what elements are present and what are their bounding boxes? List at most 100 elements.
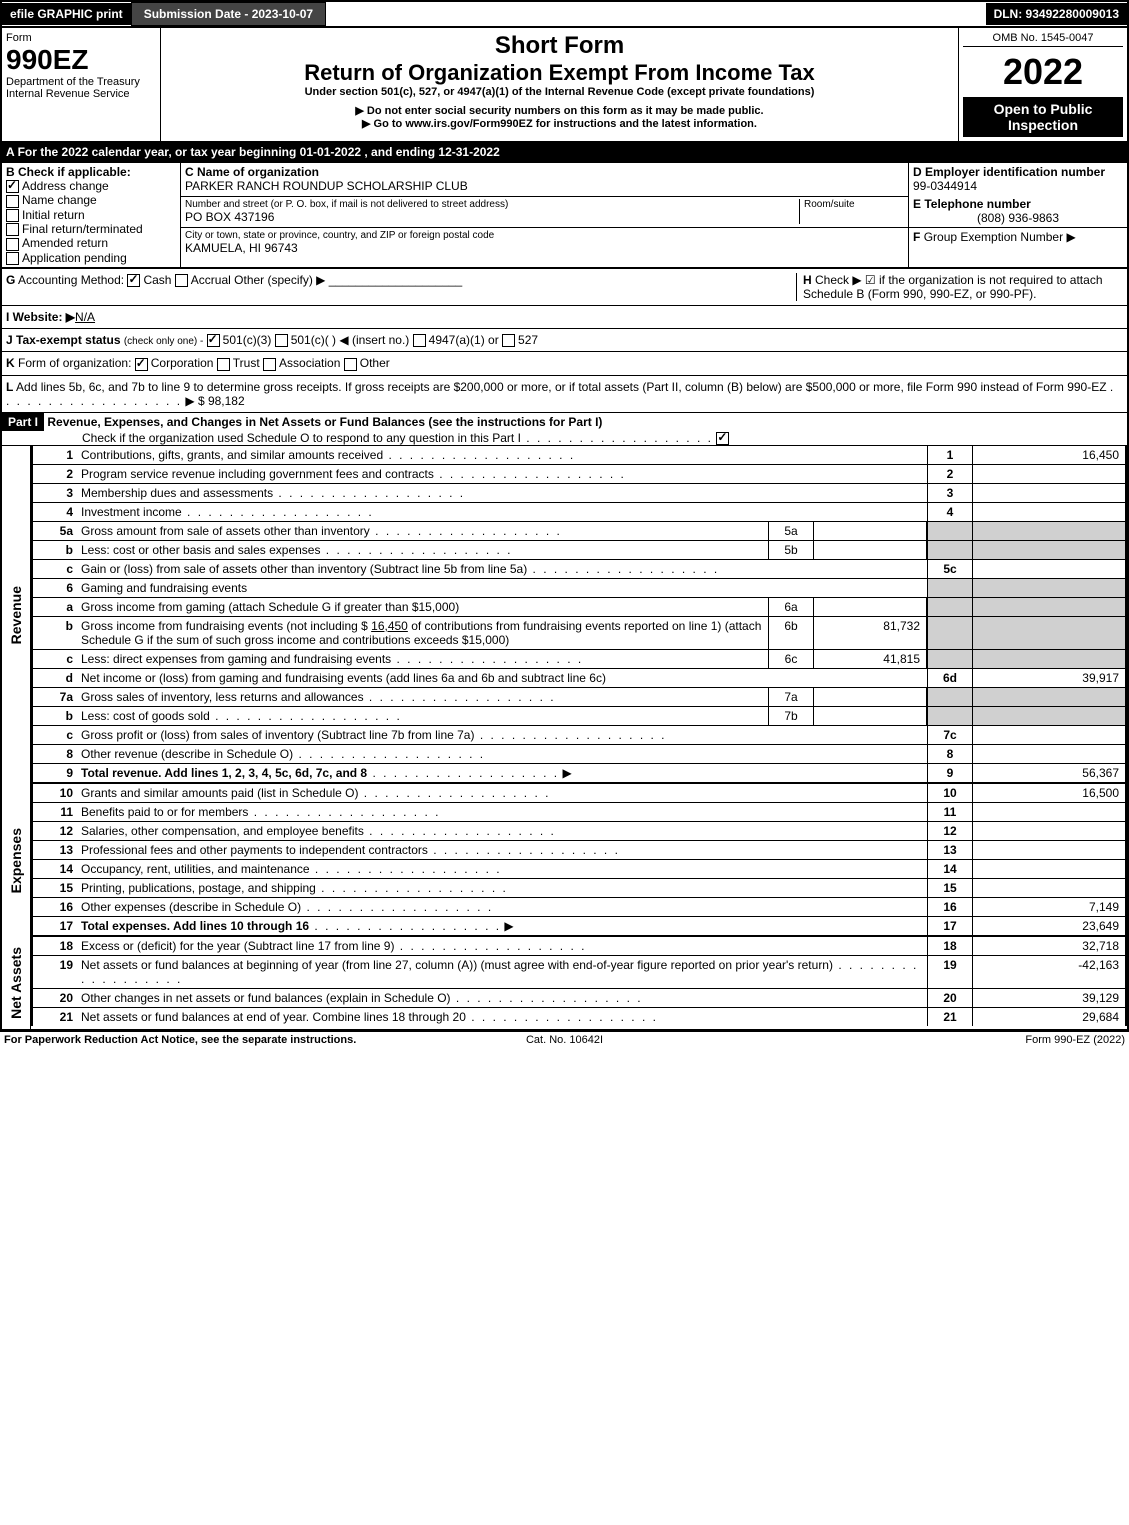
j-insert: ◀ (insert no.) (339, 333, 409, 347)
page-footer: For Paperwork Reduction Act Notice, see … (0, 1031, 1129, 1048)
k-other: Other (360, 356, 390, 370)
line-6c-desc: Less: direct expenses from gaming and fu… (81, 652, 391, 666)
check-4947[interactable] (413, 334, 426, 347)
form-label: Form (6, 32, 156, 44)
check-address-change[interactable] (6, 180, 19, 193)
line-4-val (972, 503, 1125, 521)
j-c: 501(c)( ) (291, 333, 336, 347)
line-5c-val (972, 560, 1125, 578)
k-label: Form of organization: (18, 356, 131, 370)
inspection-badge: Open to Public Inspection (963, 97, 1123, 137)
line-a: A For the 2022 calendar year, or tax yea… (0, 143, 1129, 161)
line-8-val (972, 745, 1125, 763)
line-10-desc: Grants and similar amounts paid (list in… (81, 786, 358, 800)
check-corporation[interactable] (135, 358, 148, 371)
e-label: Telephone number (924, 197, 1030, 211)
check-final-return[interactable] (6, 223, 19, 236)
line-7c-val (972, 726, 1125, 744)
check-association[interactable] (263, 358, 276, 371)
submission-date: Submission Date - 2023-10-07 (131, 2, 326, 26)
line-14-val (972, 860, 1125, 878)
i-label: Website: ▶ (13, 310, 75, 324)
line-16-desc: Other expenses (describe in Schedule O) (81, 900, 301, 914)
line-3-val (972, 484, 1125, 502)
line-20-val: 39,129 (972, 989, 1125, 1007)
goto-note: ▶ Go to www.irs.gov/Form990EZ for instru… (165, 117, 954, 130)
part1-heading: Revenue, Expenses, and Changes in Net As… (47, 415, 602, 429)
check-cash[interactable] (127, 274, 140, 287)
check-527[interactable] (502, 334, 515, 347)
line-10-val: 16,500 (972, 784, 1125, 802)
check-accrual[interactable] (175, 274, 188, 287)
line-8-desc: Other revenue (describe in Schedule O) (81, 747, 293, 761)
line-18-val: 32,718 (972, 937, 1125, 955)
line-21-desc: Net assets or fund balances at end of ye… (81, 1010, 466, 1024)
b-item-4: Amended return (22, 236, 108, 250)
dept-label: Department of the Treasury (6, 76, 156, 88)
addr-label: Number and street (or P. O. box, if mail… (185, 199, 799, 210)
check-name-change[interactable] (6, 195, 19, 208)
line-20-desc: Other changes in net assets or fund bala… (81, 991, 451, 1005)
line-15-val (972, 879, 1125, 897)
netassets-vlabel: Net Assets (6, 937, 26, 1029)
line-2-desc: Program service revenue including govern… (81, 467, 434, 481)
k-trust: Trust (233, 356, 260, 370)
expenses-vlabel: Expenses (6, 818, 26, 903)
check-application-pending[interactable] (6, 252, 19, 265)
line-6c-subval: 41,815 (814, 650, 927, 668)
top-bar: efile GRAPHIC print Submission Date - 20… (0, 0, 1129, 28)
line-9-desc: Total revenue. Add lines 1, 2, 3, 4, 5c,… (81, 766, 367, 780)
part1-check-text: Check if the organization used Schedule … (82, 431, 521, 445)
line-i: I Website: ▶N/A (0, 306, 1129, 329)
line-3-desc: Membership dues and assessments (81, 486, 273, 500)
footer-left: For Paperwork Reduction Act Notice, see … (4, 1034, 378, 1046)
k-corp: Corporation (151, 356, 214, 370)
return-title: Return of Organization Exempt From Incom… (165, 60, 954, 86)
efile-label[interactable]: efile GRAPHIC print (2, 3, 131, 25)
d-label: Employer identification number (925, 165, 1105, 179)
donot-note: ▶ Do not enter social security numbers o… (165, 104, 954, 117)
line-1-desc: Contributions, gifts, grants, and simila… (81, 448, 383, 462)
line-11-val (972, 803, 1125, 821)
line-18-desc: Excess or (deficit) for the year (Subtra… (81, 939, 394, 953)
line-7c-desc: Gross profit or (loss) from sales of inv… (81, 728, 474, 742)
line-5b-subval (814, 541, 927, 559)
org-city: KAMUELA, HI 96743 (185, 241, 904, 255)
line-12-desc: Salaries, other compensation, and employ… (81, 824, 364, 838)
f-arrow: ▶ (1066, 230, 1075, 244)
j-label: Tax-exempt status (16, 333, 120, 347)
ein-value: 99-0344914 (913, 179, 1123, 193)
check-schedule-o[interactable] (716, 432, 729, 445)
g-label: Accounting Method: (18, 273, 124, 287)
line-a-text: For the 2022 calendar year, or tax year … (18, 145, 500, 159)
omb-number: OMB No. 1545-0047 (963, 32, 1123, 47)
line-7a-subval (814, 688, 927, 706)
check-trust[interactable] (217, 358, 230, 371)
c-name-label: Name of organization (197, 165, 319, 179)
line-j: J Tax-exempt status (check only one) - 5… (0, 329, 1129, 352)
check-501c3[interactable] (207, 334, 220, 347)
j-c3: 501(c)(3) (223, 333, 272, 347)
line-5a-subval (814, 522, 927, 540)
form-header: Form 990EZ Department of the Treasury In… (0, 28, 1129, 143)
revenue-section: Revenue 1Contributions, gifts, grants, a… (0, 446, 1129, 784)
check-amended-return[interactable] (6, 238, 19, 251)
check-initial-return[interactable] (6, 209, 19, 222)
check-501c[interactable] (275, 334, 288, 347)
org-name: PARKER RANCH ROUNDUP SCHOLARSHIP CLUB (185, 179, 904, 193)
line-19-desc: Net assets or fund balances at beginning… (81, 958, 833, 972)
b-item-5: Application pending (22, 251, 127, 265)
g-cash: Cash (143, 273, 171, 287)
line-5c-desc: Gain or (loss) from sale of assets other… (81, 562, 527, 576)
check-other[interactable] (344, 358, 357, 371)
city-label: City or town, state or province, country… (185, 230, 904, 241)
j-sub: (check only one) - (124, 336, 203, 347)
line-1-val: 16,450 (972, 446, 1125, 464)
line-4-desc: Investment income (81, 505, 182, 519)
website-value: N/A (75, 310, 95, 324)
line-15-desc: Printing, publications, postage, and shi… (81, 881, 316, 895)
g-other: Other (specify) ▶ (234, 273, 325, 287)
line-6a-desc: Gross income from gaming (attach Schedul… (81, 600, 459, 614)
line-7b-desc: Less: cost of goods sold (81, 709, 210, 723)
line-9-val: 56,367 (972, 764, 1125, 782)
